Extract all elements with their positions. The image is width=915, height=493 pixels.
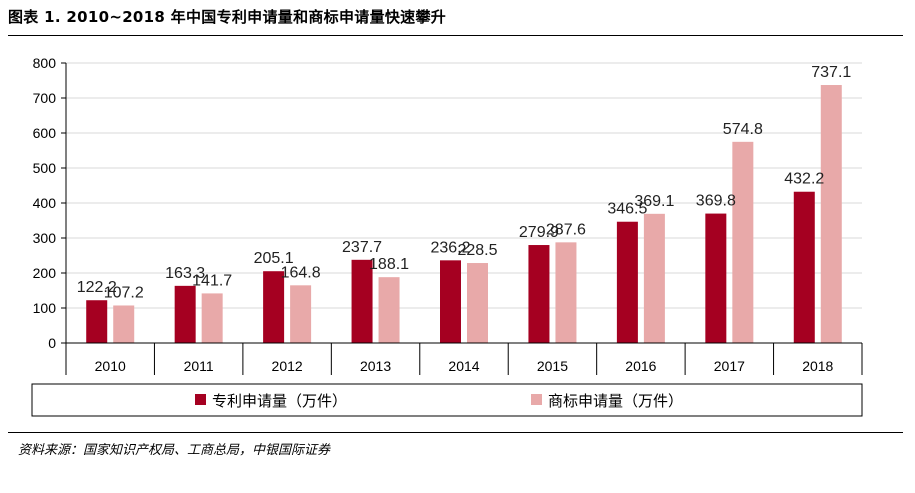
data-label: 237.7 bbox=[342, 239, 382, 256]
y-tick-label: 100 bbox=[33, 300, 57, 316]
y-tick-label: 500 bbox=[33, 160, 57, 176]
bar-patent bbox=[263, 271, 285, 343]
legend-label: 商标申请量（万件） bbox=[548, 392, 683, 410]
bar-patent bbox=[528, 245, 550, 343]
bar-trademark bbox=[113, 305, 135, 343]
data-label: 107.2 bbox=[104, 284, 144, 301]
bar-patent bbox=[86, 300, 108, 343]
y-tick-label: 700 bbox=[33, 90, 57, 106]
x-tick-label: 2014 bbox=[448, 358, 479, 374]
data-label: 287.6 bbox=[546, 221, 586, 238]
data-label: 188.1 bbox=[369, 256, 409, 273]
x-tick-label: 2011 bbox=[184, 358, 214, 374]
bar-patent bbox=[705, 213, 727, 343]
bar-patent bbox=[440, 260, 461, 343]
legend-box bbox=[31, 383, 863, 417]
legend-swatch-patent bbox=[195, 394, 206, 405]
data-label: 205.1 bbox=[254, 250, 294, 267]
y-tick-label: 800 bbox=[33, 55, 57, 71]
data-label: 164.8 bbox=[281, 264, 321, 281]
data-label: 228.5 bbox=[457, 242, 497, 259]
x-tick-label: 2012 bbox=[272, 358, 303, 374]
bar-trademark bbox=[732, 141, 754, 343]
bar-trademark bbox=[467, 263, 488, 343]
x-tick-label: 2013 bbox=[360, 358, 391, 374]
bar-trademark bbox=[643, 213, 665, 343]
y-tick-label: 400 bbox=[33, 195, 57, 211]
bar-patent bbox=[351, 259, 373, 343]
data-label: 369.1 bbox=[634, 193, 674, 210]
legend-swatch-trademark bbox=[531, 394, 542, 405]
data-label: 279.9 bbox=[519, 224, 559, 241]
source-note: 资料来源：国家知识产权局、工商总局，中银国际证券 bbox=[18, 443, 331, 458]
data-label: 141.7 bbox=[192, 272, 232, 289]
data-label: 346.5 bbox=[607, 201, 647, 218]
data-label: 236.2 bbox=[430, 239, 470, 256]
data-label: 737.1 bbox=[811, 64, 851, 81]
data-label: 432.2 bbox=[784, 171, 824, 188]
x-tick-label: 2015 bbox=[537, 358, 568, 374]
x-tick-label: 2016 bbox=[625, 358, 656, 374]
chart-title: 图表 1. 2010~2018 年中国专利申请量和商标申请量快速攀升 bbox=[8, 8, 447, 26]
bar-patent bbox=[174, 285, 196, 343]
title-divider bbox=[8, 35, 903, 36]
x-tick-label: 2018 bbox=[802, 358, 833, 374]
bar-trademark bbox=[555, 242, 577, 343]
x-tick-label: 2010 bbox=[95, 358, 126, 374]
y-tick-label: 0 bbox=[48, 335, 56, 351]
bar-patent bbox=[616, 221, 638, 343]
bar-trademark bbox=[290, 285, 312, 343]
bar-trademark bbox=[201, 293, 223, 343]
data-label: 369.8 bbox=[696, 193, 736, 210]
bar-patent bbox=[793, 191, 815, 343]
bar-trademark bbox=[378, 277, 400, 343]
legend-label: 专利申请量（万件） bbox=[212, 392, 347, 410]
x-tick-label: 2017 bbox=[714, 358, 745, 374]
bar-trademark bbox=[820, 85, 842, 343]
data-label: 163.3 bbox=[165, 265, 205, 282]
y-tick-label: 600 bbox=[33, 125, 57, 141]
data-label: 122.2 bbox=[77, 279, 117, 296]
data-label: 574.8 bbox=[723, 121, 763, 138]
y-tick-label: 200 bbox=[33, 265, 57, 281]
footer-divider bbox=[8, 432, 903, 433]
y-tick-label: 300 bbox=[33, 230, 57, 246]
